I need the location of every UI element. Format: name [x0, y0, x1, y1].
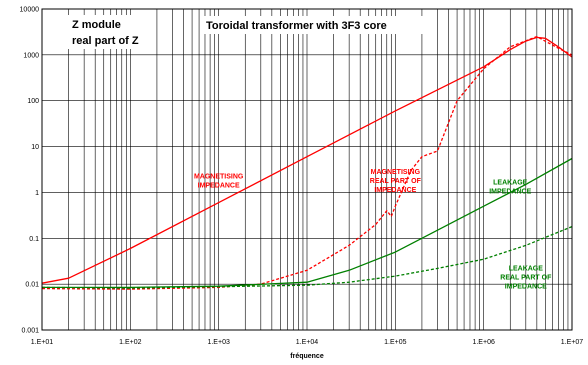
corner-box-line-2: real part of Z [72, 35, 139, 47]
chart-title-group: Toroidal transformer with 3F3 core [200, 16, 436, 34]
series-line-leak_re [41, 225, 573, 289]
corner-box-line-1: Z module [72, 19, 121, 31]
y-tick-label: 0.01 [25, 282, 39, 289]
x-tick-label: 1.E+01 [31, 339, 53, 346]
x-tick-label: 1.E+07 [561, 339, 583, 346]
series-line-mag_mod [41, 36, 573, 284]
x-tick-label: 1.E+03 [207, 339, 229, 346]
x-tick-label: 1.E+02 [119, 339, 141, 346]
y-tick-label: 0.1 [29, 236, 39, 243]
annotation: LEAKAGE IMPEDANCE [489, 179, 531, 195]
annotation-line: IMPEDANCE [374, 187, 416, 194]
annotation-line: IMPEDANCE [505, 283, 547, 290]
x-tick-label: 1.E+06 [472, 339, 494, 346]
annotation-line: REAL PART OF [500, 274, 552, 281]
annotation-line: LEAKAGE [509, 265, 544, 272]
x-tick-label: 1.E+04 [296, 339, 318, 346]
annotations: MAGNETISING IMPEDANCE MAGNETISING REAL PART… [194, 169, 552, 290]
annotation: MAGNETISING REAL PART OF IMPEDANCE [370, 169, 422, 194]
y-tick-label: 0.001 [21, 328, 39, 335]
series-line-mag_re [41, 35, 573, 290]
annotation-line: LEAKAGE [493, 179, 528, 186]
x-axis-label: fréquence [290, 353, 324, 360]
annotation-line: IMPEDANCE [198, 183, 240, 190]
y-tick-label: 100 [27, 98, 39, 105]
x-tick-labels: 1.E+01 1.E+02 1.E+03 1.E+04 1.E+05 1.E+06 1.E+… [31, 339, 583, 346]
y-tick-label: 10000 [20, 7, 40, 14]
y-tick-label: 1 [35, 190, 39, 197]
series-layer [41, 35, 573, 290]
plot-border [41, 8, 573, 331]
corner-box: Z module real part of Z [66, 15, 148, 49]
annotation-line: MAGNETISING [194, 174, 244, 181]
annotation: MAGNETISING IMPEDANCE [194, 174, 244, 190]
annotation-line: REAL PART OF [370, 178, 422, 185]
chart-title: Toroidal transformer with 3F3 core [206, 20, 387, 32]
y-tick-label: 10 [31, 144, 39, 151]
annotation-line: IMPEDANCE [489, 188, 531, 195]
annotation: LEAKAGE REAL PART OF IMPEDANCE [500, 265, 552, 290]
corner-box-frame [66, 15, 148, 49]
x-tick-label: 1.E+05 [384, 339, 406, 346]
chart-title-background [200, 16, 436, 34]
y-tick-labels: 0.001 0.01 0.1 1 10 100 1000 10000 [20, 7, 40, 335]
y-tick-label: 1000 [23, 52, 39, 59]
annotation-line: MAGNETISING [371, 169, 421, 176]
